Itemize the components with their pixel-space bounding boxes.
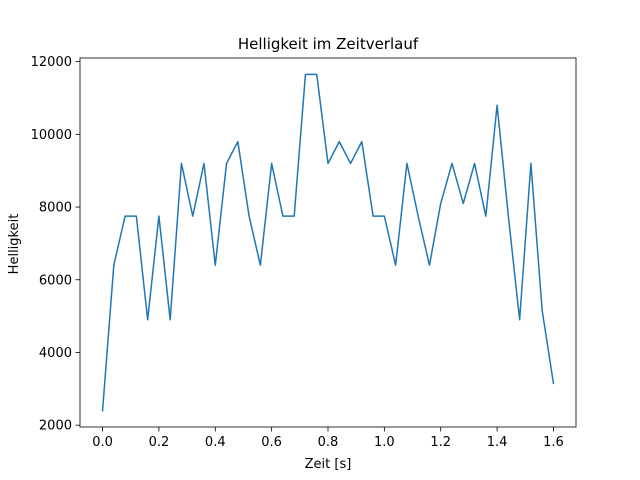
x-tick-label: 0.0	[92, 435, 113, 450]
x-tick-label: 0.4	[205, 435, 226, 450]
x-tick-label: 1.2	[430, 435, 451, 450]
x-tick-label: 1.6	[543, 435, 564, 450]
chart-title: Helligkeit im Zeitverlauf	[238, 35, 419, 53]
x-tick-label: 0.6	[261, 435, 282, 450]
plot-area: 0.0 0.2 0.4 0.6 0.8 1.0 1.2 1.4 1.6 2000 4000 6000 8…	[31, 55, 577, 450]
x-tick-label: 0.2	[149, 435, 170, 450]
y-tick-label: 12000	[31, 55, 72, 70]
x-axis-label: Zeit [s]	[305, 457, 352, 472]
y-tick-label: 10000	[31, 128, 72, 143]
y-tick-label: 6000	[39, 273, 72, 288]
x-tick-label: 1.0	[374, 435, 395, 450]
y-axis-label: Helligkeit	[7, 214, 22, 275]
x-tick-label: 0.8	[318, 435, 339, 450]
y-tick-label: 2000	[39, 419, 72, 434]
y-tick-label: 4000	[39, 346, 72, 361]
series-line-0	[101, 73, 555, 412]
y-tick-label: 8000	[39, 201, 72, 216]
x-tick-label: 1.4	[487, 435, 508, 450]
